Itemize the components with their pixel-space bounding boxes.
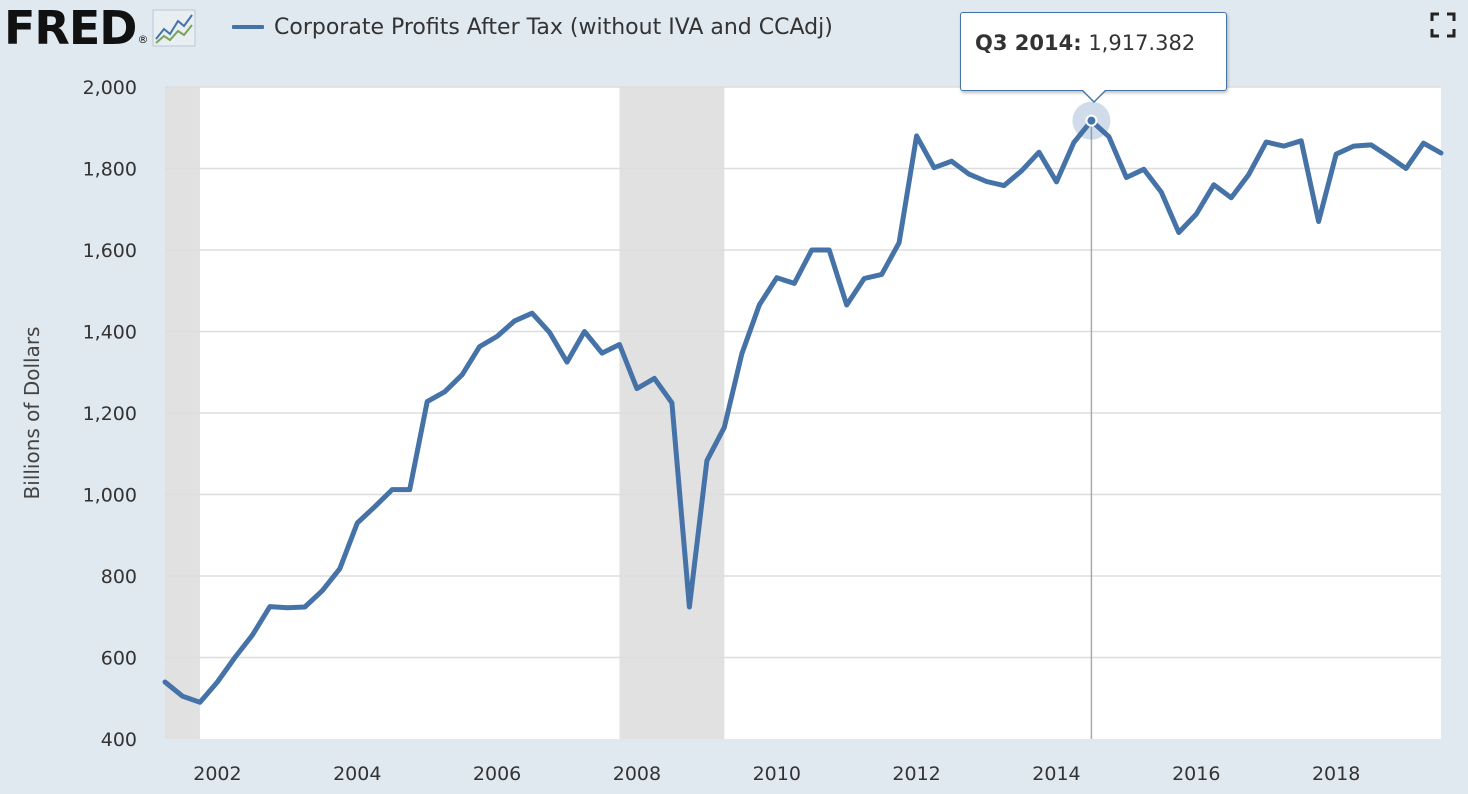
legend-swatch	[232, 25, 264, 29]
y-tick-label: 1,400	[83, 322, 137, 344]
tooltip-arrow-fill	[1082, 89, 1106, 101]
x-tick-label: 2006	[473, 763, 521, 785]
tooltip-period: Q3 2014:	[975, 31, 1082, 55]
x-axis-tick-labels: 2002 2004 2006 2008 2010 2012 2014 2016 2018	[193, 763, 1360, 785]
tooltip-content: Q3 2014: 1,917.382	[975, 31, 1195, 55]
hover-point[interactable]	[1085, 114, 1098, 127]
y-tick-label: 2,000	[83, 77, 137, 99]
y-axis-title: Billions of Dollars	[20, 327, 44, 500]
x-tick-label: 2010	[753, 763, 801, 785]
x-tick-label: 2014	[1032, 763, 1080, 785]
tooltip-value: 1,917.382	[1088, 31, 1196, 55]
fred-logo[interactable]: FRED ®	[4, 2, 196, 54]
x-tick-label: 2004	[333, 763, 381, 785]
legend[interactable]: Corporate Profits After Tax (without IVA…	[232, 12, 833, 42]
y-tick-label: 1,800	[83, 159, 137, 181]
hover-marker-layer	[1072, 101, 1111, 140]
x-tick-label: 2018	[1312, 763, 1360, 785]
y-tick-label: 400	[101, 729, 137, 751]
fred-logo-text: FRED	[4, 1, 137, 55]
y-tick-label: 800	[101, 566, 137, 588]
fred-logo-registered-mark: ®	[137, 33, 149, 46]
x-tick-label: 2008	[613, 763, 661, 785]
legend-label: Corporate Profits After Tax (without IVA…	[274, 14, 833, 40]
gridlines	[165, 86, 1441, 659]
tooltip: Q3 2014: 1,917.382	[960, 12, 1227, 103]
y-tick-label: 600	[101, 648, 137, 670]
x-tick-label: 2012	[892, 763, 940, 785]
line-chart-icon	[152, 9, 196, 47]
y-tick-label: 1,200	[83, 403, 137, 425]
fullscreen-icon[interactable]	[1430, 12, 1456, 38]
series-layer	[162, 118, 1444, 705]
series-line[interactable]	[162, 118, 1444, 705]
y-tick-label: 1,000	[83, 485, 137, 507]
x-tick-label: 2002	[193, 763, 241, 785]
y-tick-label: 1,600	[83, 240, 137, 262]
x-tick-label: 2016	[1172, 763, 1220, 785]
y-axis-tick-labels: 400 600 800 1,000 1,200 1,400 1,600 1,800 2,000	[83, 77, 137, 751]
